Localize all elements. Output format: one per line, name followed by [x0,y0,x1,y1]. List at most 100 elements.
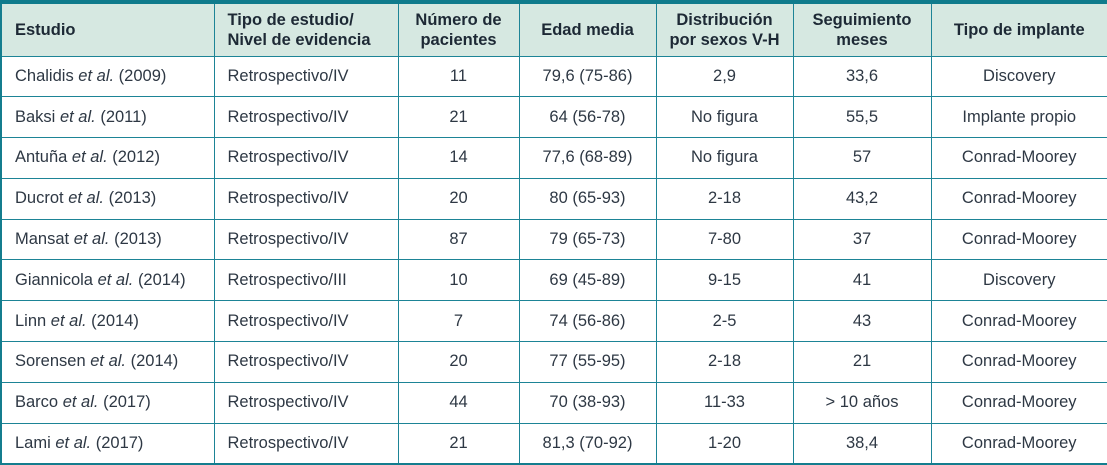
study-etal: et al. [50,311,87,330]
study-author: Sorensen [15,352,86,371]
header-line: pacientes [420,30,497,49]
table-row: Mansat et al. (2013) Retrospectivo/IV 87… [0,218,1107,261]
cell-study: Ducrot et al. (2013) [0,177,215,220]
study-author: Chalidis [15,66,74,85]
study-year: (2014) [130,352,179,371]
cell-study: Antuña et al. (2012) [0,137,215,179]
cell-study: Giannicola et al. (2014) [0,259,215,302]
header-line: Tipo de estudio/ [227,10,354,29]
table-body: Chalidis et al. (2009) Retrospectivo/IV … [0,55,1107,465]
header-line: meses [836,30,888,49]
cell-distribucion-sexos: 2-18 [655,177,794,220]
study-etal: et al. [62,393,99,412]
header-line: Seguimiento [812,10,912,29]
study-etal: et al. [59,107,96,126]
cell-edad-media: 64 (56-78) [518,96,657,139]
study-author: Ducrot [15,189,64,208]
study-author: Mansat [15,230,70,249]
header-line: Distribución [676,10,773,29]
cell-tipo-estudio: Retrospectivo/IV [213,177,399,220]
table-row: Sorensen et al. (2014) Retrospectivo/IV … [0,341,1107,383]
cell-edad-media: 80 (65-93) [518,177,657,220]
table-row: Antuña et al. (2012) Retrospectivo/IV 14… [0,137,1107,179]
study-author: Lami [15,433,51,452]
study-author: Barco [15,393,59,412]
table-row: Baksi et al. (2011) Retrospectivo/IV 21 … [0,96,1107,139]
table-row: Giannicola et al. (2014) Retrospectivo/I… [0,259,1107,302]
cell-num-pacientes: 11 [397,55,520,98]
study-etal: et al. [97,270,134,289]
cell-num-pacientes: 21 [397,422,520,465]
cell-num-pacientes: 87 [397,218,520,261]
cell-edad-media: 77 (55-95) [518,341,657,383]
study-etal: et al. [90,352,127,371]
header-line: Nivel de evidencia [227,30,371,49]
cell-tipo-estudio: Retrospectivo/IV [213,381,399,424]
cell-tipo-estudio: Retrospectivo/IV [213,422,399,465]
cell-tipo-estudio: Retrospectivo/IV [213,55,399,98]
column-header-num-pacientes: Número de pacientes [397,1,520,57]
cell-tipo-estudio: Retrospectivo/IV [213,341,399,383]
study-etal: et al. [55,433,92,452]
column-header-distribucion-sexos: Distribución por sexos V-H [655,1,794,57]
table-row: Linn et al. (2014) Retrospectivo/IV 7 74… [0,300,1107,343]
cell-study: Linn et al. (2014) [0,300,215,343]
study-year: (2014) [137,270,186,289]
column-header-seguimiento: Seguimiento meses [792,1,932,57]
table-row: Barco et al. (2017) Retrospectivo/IV 44 … [0,381,1107,424]
cell-tipo-estudio: Retrospectivo/IV [213,96,399,139]
cell-study: Baksi et al. (2011) [0,96,215,139]
cell-seguimiento: 41 [792,259,932,302]
cell-seguimiento: 43,2 [792,177,932,220]
cell-edad-media: 79,6 (75-86) [518,55,657,98]
column-header-estudio: Estudio [0,1,215,57]
header-line: Estudio [15,20,76,39]
cell-seguimiento: 57 [792,137,932,179]
study-year: (2013) [108,189,157,208]
table-row: Lami et al. (2017) Retrospectivo/IV 21 8… [0,422,1107,465]
cell-tipo-implante: Conrad-Moorey [930,422,1107,465]
cell-study: Mansat et al. (2013) [0,218,215,261]
table-row: Ducrot et al. (2013) Retrospectivo/IV 20… [0,177,1107,220]
cell-tipo-implante: Conrad-Moorey [930,177,1107,220]
study-year: (2017) [103,393,151,412]
cell-distribucion-sexos: 2,9 [655,55,794,98]
cell-seguimiento: 38,4 [792,422,932,465]
cell-num-pacientes: 10 [397,259,520,302]
cell-tipo-implante: Conrad-Moorey [930,218,1107,261]
study-author: Baksi [15,107,56,126]
cell-tipo-implante: Conrad-Moorey [930,300,1107,343]
study-year: (2009) [118,66,167,85]
cell-tipo-implante: Conrad-Moorey [930,137,1107,179]
cell-tipo-implante: Discovery [930,259,1107,302]
table-row: Chalidis et al. (2009) Retrospectivo/IV … [0,55,1107,98]
cell-study: Sorensen et al. (2014) [0,341,215,383]
cell-distribucion-sexos: 11-33 [655,381,794,424]
cell-study: Chalidis et al. (2009) [0,55,215,98]
header-line: Número de [415,10,502,29]
cell-num-pacientes: 14 [397,137,520,179]
cell-seguimiento: 33,6 [792,55,932,98]
cell-edad-media: 69 (45-89) [518,259,657,302]
study-year: (2014) [91,311,139,330]
cell-distribucion-sexos: 1-20 [655,422,794,465]
study-year: (2011) [100,107,147,126]
column-header-tipo-implante: Tipo de implante [930,1,1107,57]
cell-tipo-implante: Conrad-Moorey [930,381,1107,424]
study-etal: et al. [68,189,104,208]
study-year: (2012) [112,148,160,167]
cell-tipo-estudio: Retrospectivo/IV [213,218,399,261]
header-row: Estudio Tipo de estudio/Nivel de evidenc… [0,1,1107,57]
column-header-tipo-estudio: Tipo de estudio/Nivel de evidencia [213,1,399,57]
study-author: Antuña [15,148,68,167]
cell-seguimiento: 55,5 [792,96,932,139]
cell-distribucion-sexos: No figura [655,137,794,179]
study-author: Linn [15,311,47,330]
cell-seguimiento: 21 [792,341,932,383]
table-header: Estudio Tipo de estudio/Nivel de evidenc… [0,1,1107,57]
cell-tipo-implante: Conrad-Moorey [930,341,1107,383]
study-author: Giannicola [15,270,93,289]
cell-study: Lami et al. (2017) [0,422,215,465]
